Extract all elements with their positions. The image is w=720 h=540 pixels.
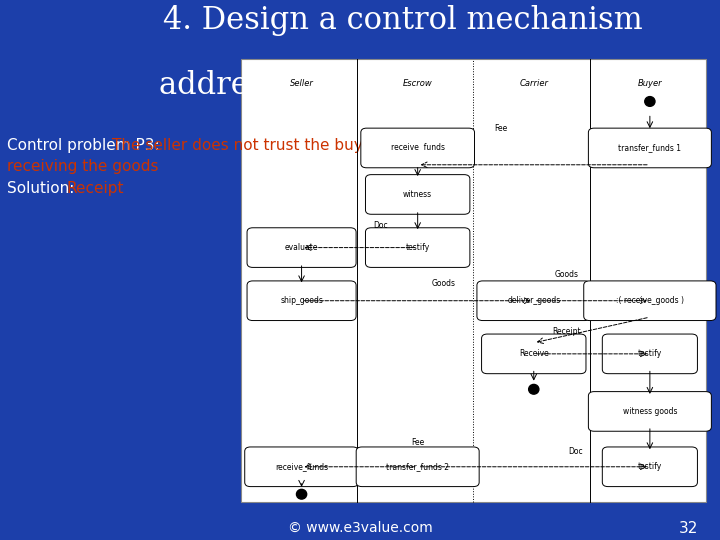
Text: Doc: Doc (373, 221, 388, 230)
Text: Fee: Fee (495, 124, 508, 132)
Text: :( receive_goods ): :( receive_goods ) (616, 296, 684, 305)
Text: testify: testify (638, 462, 662, 471)
Text: Doc: Doc (568, 447, 583, 456)
FancyBboxPatch shape (477, 281, 590, 321)
Text: The seller does not trust the buyer about: The seller does not trust the buyer abou… (112, 138, 427, 153)
Text: Goods: Goods (554, 269, 578, 279)
Text: Buyer: Buyer (637, 79, 662, 89)
Text: Fee: Fee (411, 438, 424, 447)
Text: witness: witness (403, 190, 432, 199)
Ellipse shape (528, 384, 539, 394)
Text: Control problem P3:: Control problem P3: (7, 138, 165, 153)
FancyBboxPatch shape (361, 128, 474, 168)
Text: receive  funds: receive funds (391, 144, 445, 152)
Text: witness goods: witness goods (623, 407, 677, 416)
Text: receive_funds: receive_funds (275, 462, 328, 471)
Text: transfer_funds 2: transfer_funds 2 (386, 462, 449, 471)
FancyBboxPatch shape (366, 174, 470, 214)
Text: evaluate: evaluate (285, 243, 318, 252)
Text: ship_goods: ship_goods (280, 296, 323, 305)
Text: addressing the control problem: addressing the control problem (159, 70, 647, 101)
Text: 32: 32 (679, 521, 698, 536)
FancyBboxPatch shape (247, 228, 356, 267)
FancyBboxPatch shape (588, 392, 711, 431)
FancyBboxPatch shape (603, 447, 698, 487)
Text: Carrier: Carrier (519, 79, 548, 89)
FancyBboxPatch shape (603, 334, 698, 374)
Text: receiving the goods: receiving the goods (7, 159, 158, 174)
FancyBboxPatch shape (241, 59, 706, 502)
Text: Goods: Goods (431, 279, 455, 287)
FancyBboxPatch shape (247, 281, 356, 321)
FancyBboxPatch shape (588, 128, 711, 168)
Text: testify: testify (405, 243, 430, 252)
Text: Escrow: Escrow (402, 79, 433, 89)
FancyBboxPatch shape (366, 228, 470, 267)
FancyBboxPatch shape (482, 334, 586, 374)
FancyBboxPatch shape (245, 447, 359, 487)
Text: 4. Design a control mechanism: 4. Design a control mechanism (163, 5, 643, 36)
Text: transfer_funds 1: transfer_funds 1 (618, 144, 681, 152)
Text: deliver_goods: deliver_goods (507, 296, 560, 305)
Text: © www.e3value.com: © www.e3value.com (287, 521, 433, 535)
FancyBboxPatch shape (584, 281, 716, 321)
FancyBboxPatch shape (356, 447, 480, 487)
Ellipse shape (645, 97, 655, 106)
Text: testify: testify (638, 349, 662, 359)
Text: Receive: Receive (519, 349, 549, 359)
Text: Receipt: Receipt (552, 327, 580, 336)
Ellipse shape (297, 489, 307, 499)
Text: Receipt: Receipt (67, 181, 125, 196)
Text: Solution:: Solution: (7, 181, 79, 196)
Text: Seller: Seller (289, 79, 313, 89)
